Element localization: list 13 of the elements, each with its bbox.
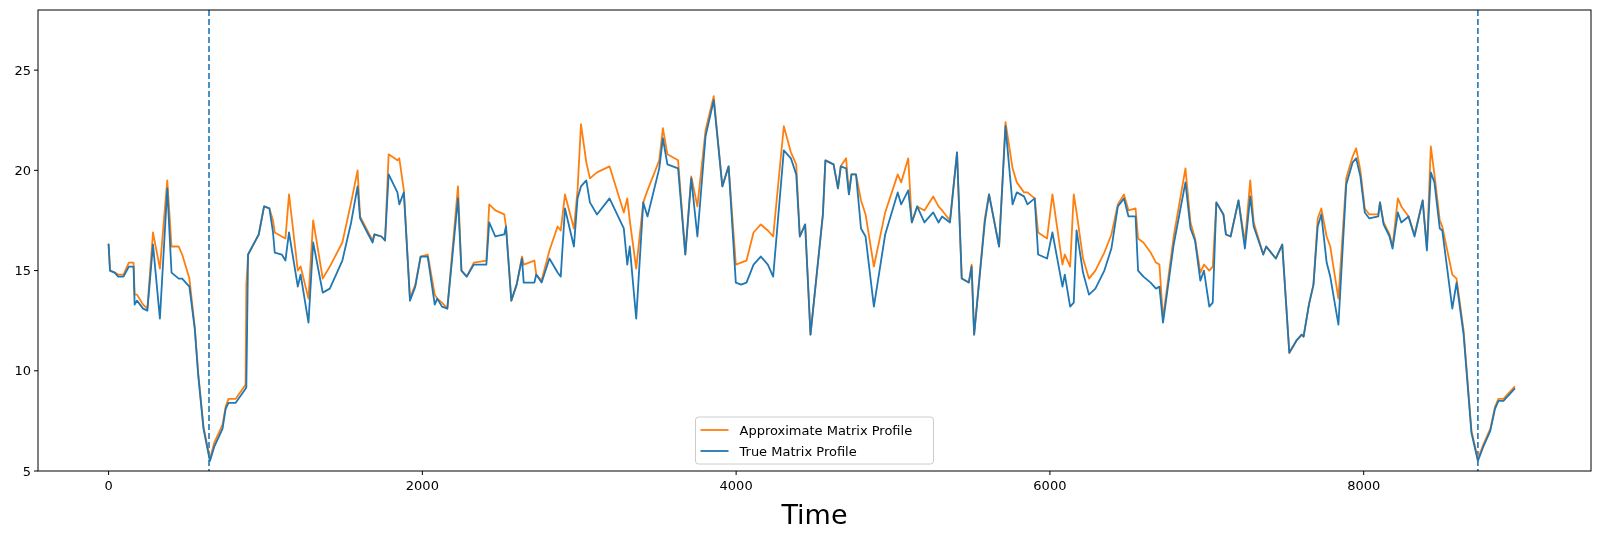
x-tick-label: 8000 — [1347, 478, 1381, 493]
y-tick-label: 15 — [14, 263, 31, 279]
x-tick-label: 4000 — [719, 478, 753, 493]
legend-label: Approximate Matrix Profile — [739, 422, 913, 438]
x-tick-label: 2000 — [405, 478, 439, 493]
y-tick-label: 20 — [14, 162, 31, 178]
y-tick-label: 10 — [14, 363, 31, 379]
x-tick-label: 0 — [104, 478, 113, 493]
y-tick-label: 25 — [14, 62, 31, 78]
x-tick-label: 6000 — [1033, 478, 1067, 493]
y-tick-label: 5 — [22, 463, 31, 479]
x-axis-title: Time — [780, 499, 848, 530]
legend-label: True Matrix Profile — [738, 443, 857, 459]
